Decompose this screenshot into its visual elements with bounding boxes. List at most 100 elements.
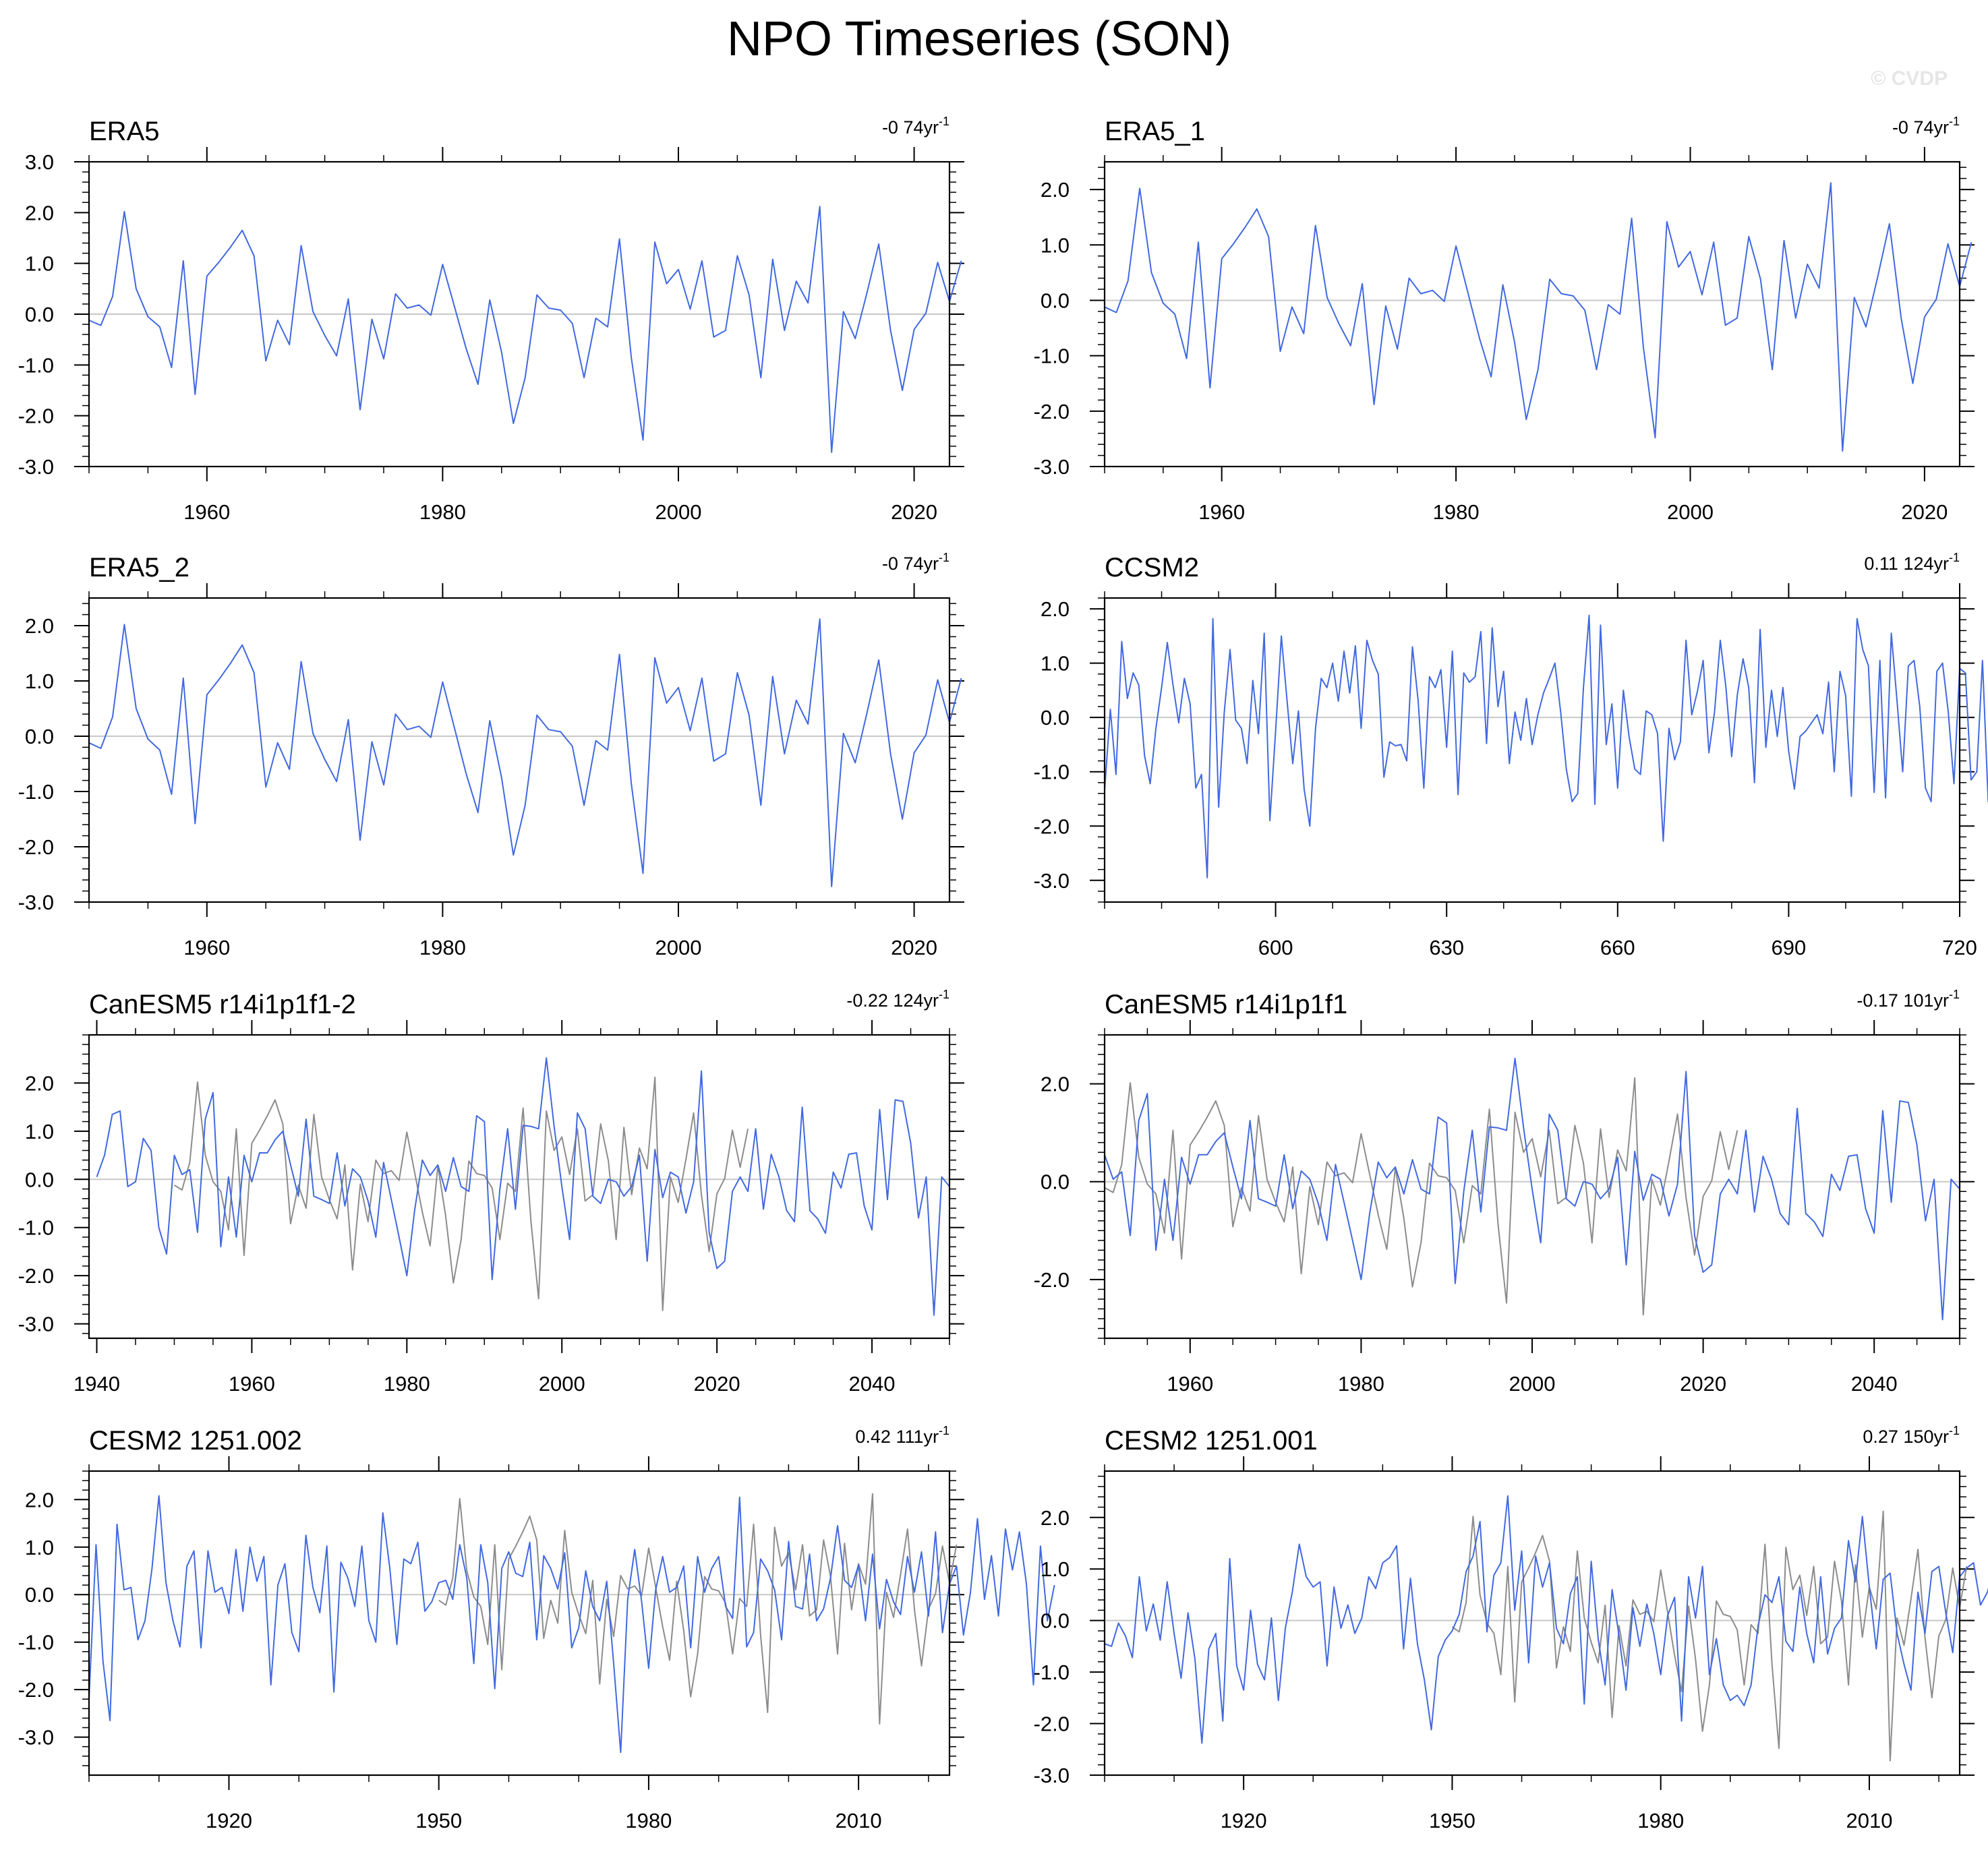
y-tick-label: -2.0: [18, 1264, 54, 1288]
trend-exponent: -1: [1949, 988, 1960, 1001]
plot-frame: [1103, 597, 1961, 903]
y-tick-label: 0.0: [25, 1583, 54, 1607]
x-tick-label: 2020: [891, 500, 937, 524]
series-line-primary: [96, 1057, 950, 1316]
x-tick-label: 2000: [655, 936, 701, 959]
trend-value: -0 74yr: [1892, 117, 1949, 138]
y-tick-label: -2.0: [18, 835, 54, 859]
panel-title: CanESM5 r14i1p1f1-2: [89, 990, 356, 1019]
x-tick-label: 1920: [206, 1809, 252, 1832]
trend-value: -0.17 101yr: [1857, 990, 1949, 1011]
panel-title: ERA5_2: [89, 553, 189, 583]
x-tick-label: 600: [1258, 936, 1293, 959]
y-tick-label: 0.0: [25, 1168, 54, 1191]
trend-exponent: -1: [939, 988, 949, 1001]
plot-frame: [1103, 1470, 1961, 1776]
trend-value: -0 74yr: [882, 117, 939, 138]
panel-title: CanESM5 r14i1p1f1: [1105, 990, 1347, 1019]
trend-label: -0 74yr-1: [882, 551, 949, 574]
trend-value: -0 74yr: [882, 554, 939, 574]
trend-exponent: -1: [939, 1424, 949, 1437]
y-tick-label: 0.0: [1041, 289, 1070, 312]
x-tick-label: 1960: [1167, 1372, 1213, 1396]
series-line-primary: [1104, 1495, 1988, 1744]
y-tick-label: -1.0: [18, 1216, 54, 1240]
y-tick-label: -2.0: [18, 405, 54, 428]
series-line-primary: [88, 206, 962, 453]
x-tick-label: 2020: [891, 936, 937, 959]
x-tick-label: 2040: [1851, 1372, 1898, 1396]
y-tick-label: 1.0: [25, 669, 54, 693]
y-tick-label: -2.0: [1034, 1712, 1070, 1736]
panel-5: CanESM5 r14i1p1f1-2 -0.22 124yr-1 2.0 1.0 0.…: [18, 988, 964, 1396]
y-tick-label: 2.0: [25, 201, 54, 225]
panel-grid: ERA5 -0 74yr-13.02.01.00.0-1.0-2.0-3.0196…: [18, 115, 1988, 1832]
panel-title: CCSM2: [1105, 553, 1199, 583]
panel-title: CESM2 1251.002: [89, 1426, 302, 1456]
trend-label: -0 74yr-1: [882, 115, 949, 138]
y-tick-label: 1.0: [1041, 233, 1070, 257]
cvdp-watermark: © CVDP: [1871, 67, 1948, 90]
x-tick-label: 2010: [836, 1809, 882, 1832]
y-tick-label: 2.0: [1041, 178, 1070, 202]
trend-label: 0.42 111yr-1: [855, 1424, 949, 1447]
y-tick-label: 1.0: [1041, 1557, 1070, 1581]
y-tick-label: 0.0: [1041, 706, 1070, 729]
figure-title: NPO Timeseries (SON): [727, 12, 1231, 66]
y-tick-label: -2.0: [1034, 1268, 1070, 1292]
trend-value: 0.11 124yr: [1864, 554, 1949, 574]
x-tick-label: 1960: [183, 500, 230, 524]
y-tick-label: 1.0: [25, 1536, 54, 1559]
plot-frame: [88, 1470, 951, 1776]
x-tick-label: 2020: [694, 1372, 740, 1396]
trend-exponent: -1: [939, 115, 949, 128]
x-tick-label: 1950: [415, 1809, 462, 1832]
x-tick-label: 2010: [1846, 1809, 1892, 1832]
panel-title: CESM2 1251.001: [1105, 1426, 1318, 1456]
panel-6: CanESM5 r14i1p1f1 -0.17 101yr-1 2.0 0.0 -2.0…: [1034, 988, 1975, 1396]
y-tick-label: -3.0: [18, 891, 54, 914]
y-tick-label: -3.0: [1034, 869, 1070, 893]
x-tick-label: 720: [1942, 936, 1977, 959]
panel-7: CESM2 1251.002 0.42 111yr-1 2.0 1.0 0.0 -1.0 -…: [18, 1424, 1055, 1832]
y-tick-label: -1.0: [18, 1631, 54, 1654]
y-tick-label: 2.0: [25, 1488, 54, 1512]
y-tick-label: 1.0: [1041, 652, 1070, 676]
y-tick-label: -1.0: [1034, 760, 1070, 784]
trend-value: 0.27 150yr: [1863, 1427, 1949, 1447]
x-tick-label: 660: [1600, 936, 1635, 959]
y-tick-label: -3.0: [1034, 455, 1070, 479]
x-tick-label: 2000: [655, 500, 701, 524]
y-tick-label: -2.0: [1034, 400, 1070, 423]
x-tick-label: 630: [1429, 936, 1464, 959]
y-tick-label: 3.0: [25, 150, 54, 174]
trend-value: -0.22 124yr: [846, 990, 939, 1011]
trend-value: 0.42 111yr: [855, 1427, 939, 1447]
x-tick-label: 2000: [539, 1372, 585, 1396]
y-tick-label: 0.0: [25, 303, 54, 326]
x-tick-label: 1960: [1198, 500, 1245, 524]
x-tick-label: 1950: [1429, 1809, 1475, 1832]
panel-title: ERA5: [89, 117, 160, 146]
x-tick-label: 1940: [74, 1372, 120, 1396]
x-tick-label: 1980: [1433, 500, 1480, 524]
x-tick-label: 2000: [1509, 1372, 1556, 1396]
y-tick-label: -3.0: [1034, 1764, 1070, 1787]
x-tick-label: 690: [1772, 936, 1807, 959]
y-tick-label: -3.0: [18, 1313, 54, 1336]
series-line-secondary: [1451, 1510, 1968, 1762]
y-tick-label: 1.0: [25, 1120, 54, 1143]
x-tick-label: 1960: [183, 936, 230, 959]
y-tick-label: 2.0: [25, 614, 54, 638]
y-tick-label: -1.0: [1034, 345, 1070, 368]
panel-3: ERA5_2 -0 74yr-1 2.0 1.0 0.0 -1.0 -2.0 -3.0 1960…: [18, 551, 964, 959]
trend-label: -0.17 101yr-1: [1857, 988, 1960, 1011]
panel-1: ERA5 -0 74yr-1 3.0 2.0 1.0 0.0 -1.0 -2.0 -3.0 196…: [18, 115, 964, 524]
trend-exponent: -1: [1949, 1424, 1960, 1437]
series-line-secondary: [438, 1493, 958, 1725]
y-tick-label: -3.0: [18, 1726, 54, 1750]
series-line-secondary: [1104, 1077, 1738, 1316]
trend-exponent: -1: [939, 551, 949, 564]
y-tick-label: -3.0: [18, 455, 54, 479]
y-tick-label: 0.0: [1041, 1170, 1070, 1194]
